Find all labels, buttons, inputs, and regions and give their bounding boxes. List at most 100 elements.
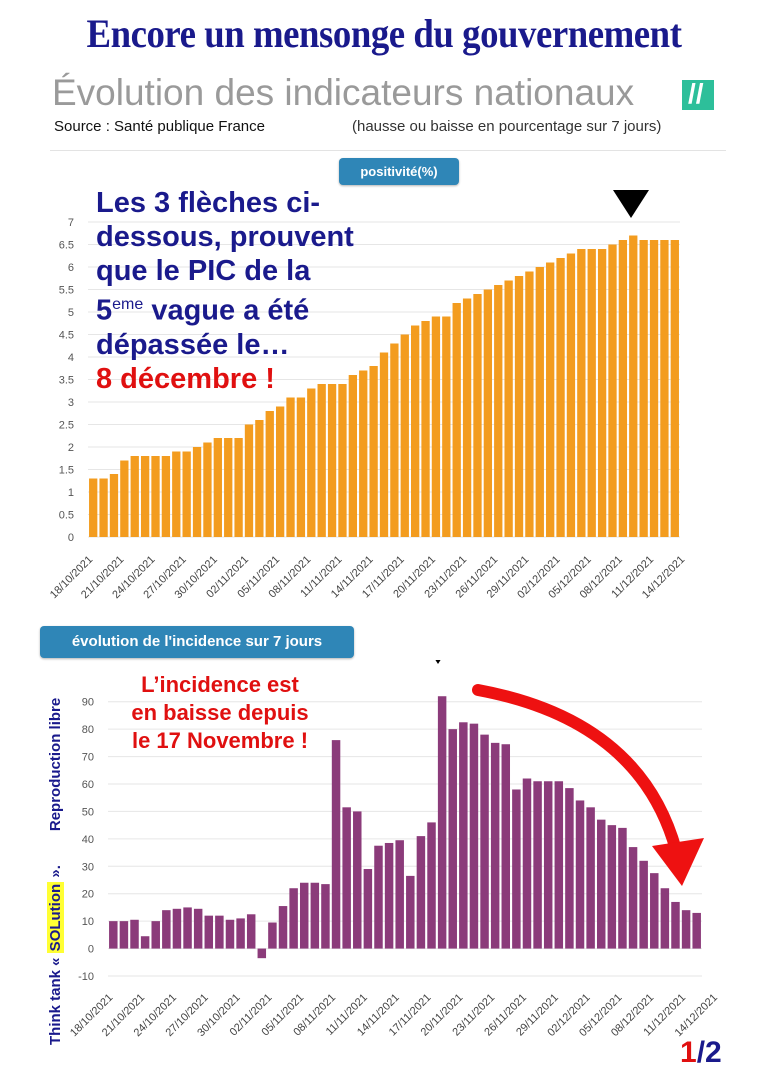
y-tick-label: 5.5: [59, 285, 74, 297]
bar: [395, 840, 404, 949]
bar: [577, 249, 586, 537]
panel-divider: [50, 150, 726, 151]
bar: [338, 384, 347, 537]
incidence-tag: évolution de l'incidence sur 7 jours: [40, 626, 354, 658]
bar: [431, 316, 441, 537]
bar: [265, 411, 274, 537]
y-tick-label: 3.5: [59, 375, 74, 387]
red-trend-arrow-shaft: [472, 684, 682, 856]
bar: [535, 267, 544, 537]
bar: [618, 827, 627, 949]
annotation-line: dépassée le…: [96, 328, 290, 361]
bar: [618, 240, 628, 537]
side-part3: Reproduction libre: [47, 697, 64, 832]
bar: [119, 921, 129, 949]
bar: [89, 478, 98, 537]
annotation-line: 5eme vague a été: [96, 288, 436, 328]
bar: [278, 906, 288, 949]
bar: [140, 936, 150, 949]
bar: [504, 280, 513, 537]
annotation-line: L’incidence est: [141, 672, 299, 697]
bar: [257, 948, 267, 959]
bar: [501, 744, 511, 949]
side-part1: Think tank «: [47, 953, 64, 1045]
bar: [416, 836, 426, 949]
bar: [629, 235, 638, 537]
bar: [331, 740, 341, 949]
bar: [244, 424, 254, 537]
y-tick-label: 70: [82, 752, 94, 764]
incidence-chart: -10010203040506070809018/10/202121/10/20…: [68, 660, 720, 1039]
bar: [286, 397, 295, 537]
bar: [299, 882, 309, 949]
side-part2: ».: [47, 865, 64, 882]
incidence-annotation: L’incidence est en baisse depuis le 17 N…: [120, 671, 320, 755]
page-current: 1: [680, 1036, 697, 1069]
y-tick-label: 60: [82, 779, 94, 791]
y-tick-label: 30: [82, 861, 94, 873]
bar: [327, 384, 337, 537]
bar: [512, 789, 521, 949]
annotation-fifth: 5: [96, 294, 113, 327]
bar: [639, 860, 648, 949]
bar: [437, 696, 447, 949]
bar: [255, 420, 264, 537]
bar: [369, 366, 378, 537]
bar: [586, 807, 595, 949]
bar: [213, 438, 222, 537]
bar: [225, 919, 235, 949]
bar: [130, 919, 139, 949]
y-tick-label: 2.5: [59, 420, 74, 432]
y-tick-label: 20: [82, 889, 94, 901]
y-tick-label: 7: [68, 217, 74, 229]
bar: [556, 258, 565, 537]
bar: [670, 240, 679, 537]
side-highlight: SOLution: [47, 881, 64, 954]
bar: [639, 240, 648, 537]
y-tick-label: 10: [82, 916, 94, 928]
bar: [575, 800, 585, 949]
annotation-date: 8 décembre !: [96, 362, 275, 395]
bar: [109, 474, 119, 537]
bar: [660, 240, 669, 537]
bar: [546, 262, 555, 537]
bar: [359, 370, 368, 537]
annotation-wave: vague a été: [143, 294, 310, 327]
bar: [161, 456, 171, 537]
logo-mark: //: [688, 78, 704, 109]
y-tick-label: 50: [82, 806, 94, 818]
bar: [321, 884, 330, 949]
arrow-head: [435, 660, 441, 664]
bar: [353, 811, 362, 949]
y-tick-label: 4: [68, 352, 74, 364]
bar: [140, 456, 150, 537]
y-tick-label: 5: [68, 307, 74, 319]
bar: [109, 921, 118, 949]
bar: [462, 298, 472, 537]
bar: [400, 334, 409, 537]
bar: [533, 781, 542, 949]
bar: [483, 289, 493, 537]
bar: [384, 842, 394, 949]
bar: [203, 442, 212, 537]
y-tick-label: 40: [82, 834, 94, 846]
bar: [374, 845, 383, 949]
y-tick-label: 3: [68, 397, 74, 409]
bar: [310, 882, 320, 949]
bar: [246, 914, 256, 949]
bar: [514, 276, 524, 537]
annotation-line: le 17 Novembre !: [131, 728, 309, 753]
bar: [411, 325, 420, 537]
red-trend-arrow-icon: [652, 838, 704, 886]
source-text: Source : Santé publique France: [54, 118, 265, 135]
arrow-head: [613, 190, 649, 218]
y-tick-label: 80: [82, 724, 94, 736]
bar: [234, 438, 243, 537]
bar: [543, 781, 553, 949]
bar: [379, 352, 389, 537]
y-tick-label: 0: [68, 532, 74, 544]
peak-arrow-icon: [613, 190, 649, 218]
positivity-chart: 00.511.522.533.544.555.566.5718/10/20212…: [48, 190, 687, 601]
annotation-line: dessous, prouvent: [96, 221, 354, 253]
bar: [224, 438, 233, 537]
